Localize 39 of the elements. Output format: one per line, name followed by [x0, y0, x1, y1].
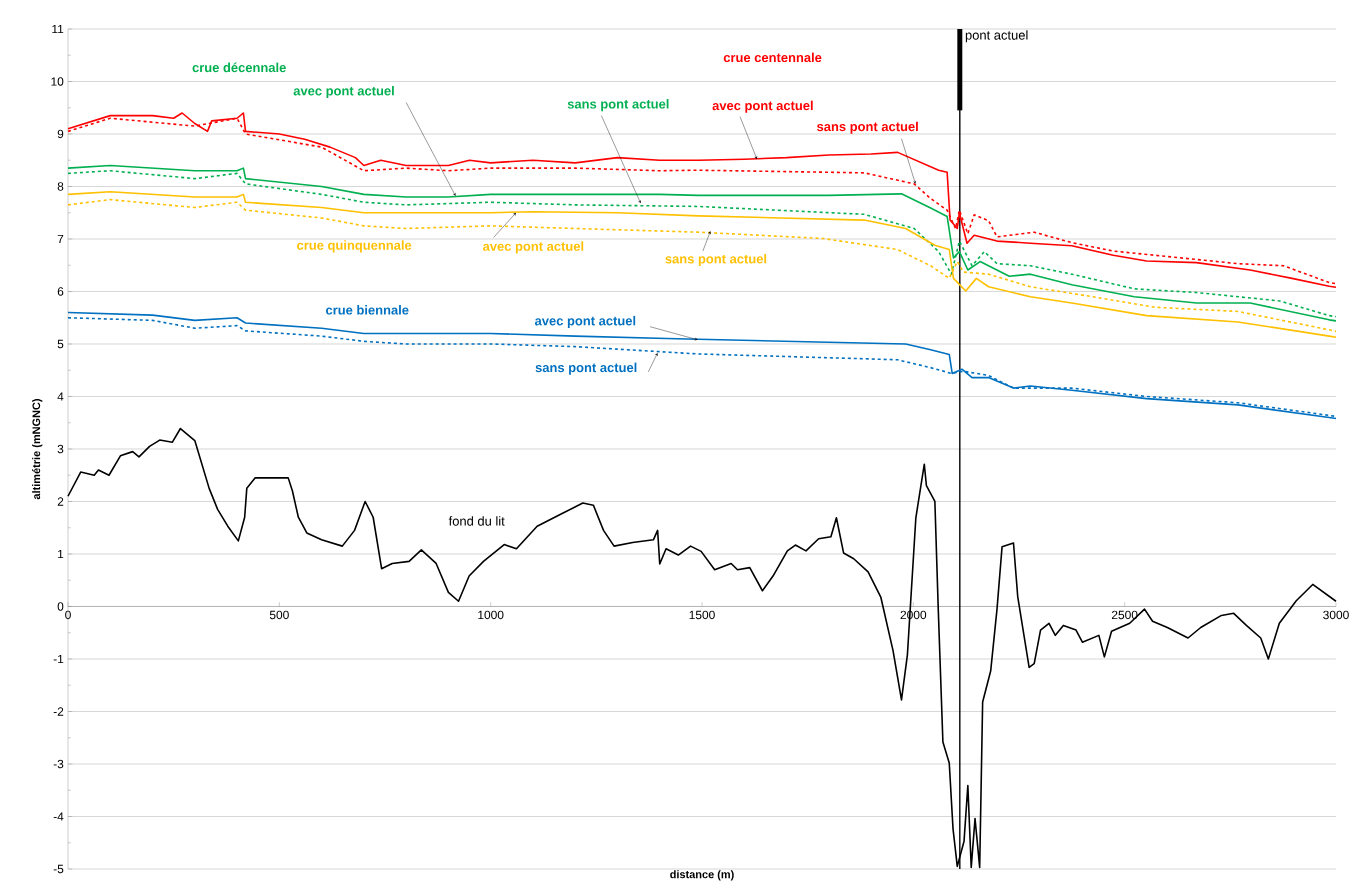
annotation: sans pont actuel [817, 121, 918, 134]
x-axis-title: distance (m) [670, 870, 734, 881]
y-tick-label: 11 [52, 24, 64, 34]
annotation: crue décennale [192, 62, 286, 73]
x-tick-label: 2500 [1111, 610, 1138, 620]
y-tick-label: 4 [57, 392, 64, 401]
annotation: crue biennale [326, 305, 409, 315]
annotation: avec pont actuel [534, 315, 636, 328]
y-tick-label: 2 [57, 497, 64, 506]
x-tick-label: 1500 [689, 610, 715, 620]
ref-line-label: pont actuel [965, 30, 1028, 43]
y-tick-label: 1 [58, 549, 64, 559]
annotation: sans pont actuel [535, 362, 637, 375]
y-tick-label: 10 [51, 77, 64, 86]
annotation: avec pont actuel [293, 85, 394, 99]
annotation: avec pont actuel [712, 100, 813, 113]
y-tick-label: -5 [53, 864, 64, 874]
y-tick-label: 9 [57, 129, 64, 139]
annotation: avec pont actuel [482, 241, 584, 254]
y-tick-label: 6 [57, 287, 64, 296]
x-tick-label: 1000 [478, 610, 504, 620]
y-tick-label: -4 [53, 812, 64, 821]
y-tick-label: 7 [57, 234, 64, 244]
y-tick-label: -1 [53, 654, 64, 664]
annotation: fond du lit [448, 516, 505, 526]
y-tick-label: 0 [57, 602, 64, 611]
y-tick-label: -2 [53, 707, 64, 716]
y-tick-label: -3 [53, 759, 64, 769]
annotation: crue centennale [723, 52, 822, 63]
y-tick-label: 5 [57, 339, 64, 349]
y-tick-label: 3 [57, 444, 64, 454]
annotation: sans pont actuel [665, 253, 767, 267]
y-tick-label: 8 [57, 182, 64, 191]
x-tick-label: 3000 [1323, 610, 1349, 620]
x-tick-label: 0 [65, 610, 71, 620]
annotation: crue quinquennale [297, 240, 412, 253]
annotation: sans pont actuel [567, 99, 669, 112]
x-tick-label: 500 [269, 610, 289, 620]
y-axis-title: altimétrie (mNGNC) [32, 399, 43, 500]
